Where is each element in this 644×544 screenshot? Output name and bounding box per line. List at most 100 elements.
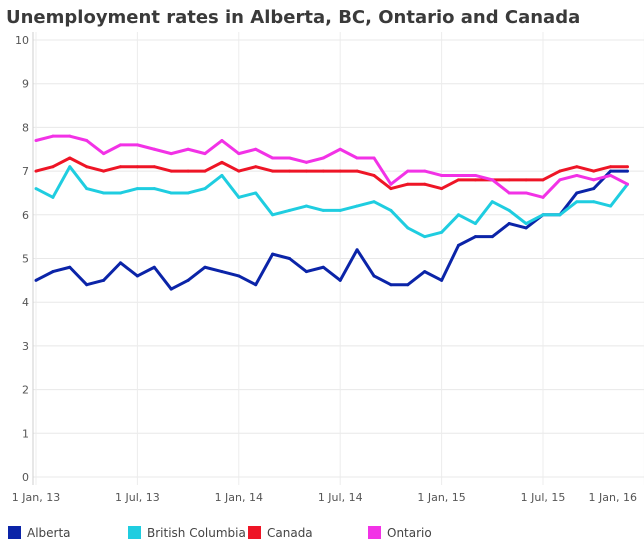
- y-tick-label: 4: [22, 296, 29, 309]
- data-point: [473, 173, 477, 177]
- data-point: [609, 169, 613, 173]
- legend-item[interactable]: British Columbia: [128, 526, 246, 540]
- legend-item[interactable]: Ontario: [368, 526, 432, 540]
- data-point: [288, 257, 291, 260]
- data-point: [575, 191, 579, 195]
- data-point: [271, 213, 275, 217]
- legend-swatch: [128, 526, 141, 539]
- data-point: [152, 165, 156, 169]
- data-point: [186, 169, 190, 173]
- data-point: [355, 204, 359, 208]
- data-point: [592, 200, 596, 204]
- data-point: [271, 252, 275, 256]
- data-point: [119, 165, 122, 169]
- data-point: [271, 156, 275, 160]
- chart-title: Unemployment rates in Alberta, BC, Ontar…: [6, 7, 580, 28]
- data-point: [68, 165, 72, 169]
- data-point: [558, 213, 562, 217]
- data-point: [169, 152, 173, 156]
- data-point: [575, 165, 579, 169]
- data-point: [490, 178, 494, 182]
- data-point: [575, 200, 579, 204]
- data-point: [507, 191, 511, 195]
- data-point: [440, 230, 444, 234]
- data-point: [626, 165, 629, 169]
- data-point: [524, 222, 528, 226]
- x-tick-label: 1 Jul, 13: [115, 491, 160, 504]
- data-point: [102, 278, 106, 282]
- series-line-canada: [35, 156, 628, 191]
- x-tick-label: 1 Jan, 13: [12, 491, 60, 504]
- data-point: [507, 222, 511, 226]
- series-line-british-columbia: [35, 165, 629, 239]
- data-point: [457, 178, 460, 182]
- data-point: [288, 156, 291, 160]
- data-point: [423, 235, 427, 239]
- data-point: [338, 208, 342, 212]
- data-point: [68, 134, 72, 138]
- data-point: [135, 143, 139, 147]
- data-point: [254, 191, 258, 195]
- data-point: [406, 169, 410, 173]
- legend-label: British Columbia: [147, 526, 246, 540]
- y-tick-label: 5: [22, 253, 29, 266]
- data-point: [626, 182, 629, 186]
- data-point: [34, 278, 38, 282]
- data-point: [135, 187, 139, 191]
- data-point: [85, 139, 89, 143]
- data-point: [135, 165, 139, 169]
- x-tick-label: 1 Jul, 15: [521, 491, 566, 504]
- data-point: [186, 147, 190, 151]
- x-tick-label: 1 Jan, 15: [417, 491, 465, 504]
- data-point: [203, 187, 207, 191]
- data-point: [592, 187, 596, 191]
- data-point: [440, 278, 444, 282]
- series-line-alberta: [35, 169, 628, 291]
- data-point: [423, 270, 427, 274]
- data-point: [372, 200, 376, 204]
- data-point: [389, 208, 393, 212]
- data-point: [524, 191, 528, 195]
- data-point: [507, 178, 511, 182]
- data-point: [186, 278, 190, 282]
- data-point: [304, 204, 308, 208]
- data-point: [507, 208, 511, 212]
- data-point: [304, 270, 308, 274]
- data-point: [372, 156, 376, 160]
- legend-swatch: [368, 526, 381, 539]
- data-point: [51, 270, 55, 274]
- data-point: [558, 178, 562, 182]
- data-point: [237, 195, 241, 199]
- data-point: [389, 187, 393, 191]
- data-point: [51, 134, 55, 138]
- data-point: [304, 160, 308, 164]
- data-point: [68, 265, 72, 269]
- x-tick-label: 1 Jan, 14: [215, 491, 263, 504]
- data-point: [237, 274, 241, 278]
- data-point: [85, 187, 89, 191]
- data-point: [237, 152, 241, 156]
- data-point: [220, 160, 224, 164]
- data-point: [372, 173, 376, 177]
- data-point: [203, 169, 207, 173]
- data-point: [102, 169, 106, 173]
- data-point: [423, 169, 427, 173]
- legend: Alberta British Columbia Canada Ontario: [8, 526, 432, 540]
- data-point: [237, 169, 241, 173]
- legend-item[interactable]: Canada: [248, 526, 313, 540]
- data-point: [254, 283, 258, 287]
- legend-item[interactable]: Alberta: [8, 526, 71, 540]
- legend-swatch: [8, 526, 21, 539]
- data-point: [389, 283, 393, 287]
- data-point: [304, 169, 308, 173]
- data-point: [541, 195, 545, 199]
- data-point: [575, 173, 579, 177]
- data-point: [119, 261, 122, 265]
- data-point: [220, 139, 224, 143]
- data-point: [34, 169, 38, 173]
- data-point: [119, 143, 122, 147]
- data-point: [220, 270, 224, 274]
- data-point: [338, 147, 342, 151]
- legend-label: Canada: [267, 526, 313, 540]
- data-point: [254, 147, 258, 151]
